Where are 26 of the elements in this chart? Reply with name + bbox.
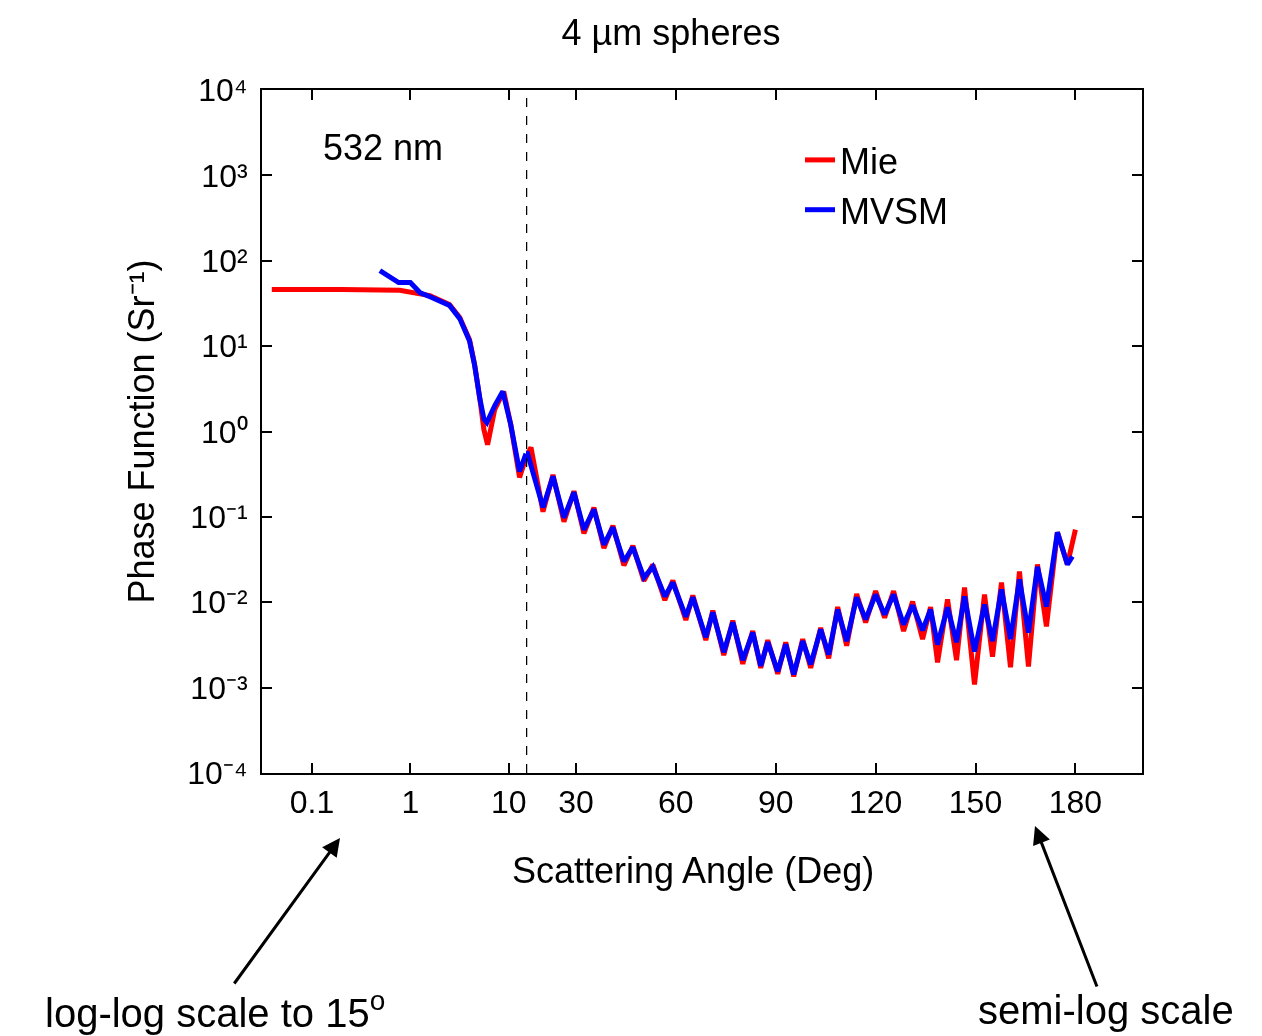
y-tick-label: 10¹ (201, 328, 248, 365)
x-tick-label: 30 (558, 784, 594, 821)
legend-label: Mie (840, 140, 899, 182)
x-tick-label: 120 (848, 784, 903, 821)
y-tick-label: 10² (201, 242, 248, 279)
y-tick-label: 10⁻² (190, 584, 248, 621)
x-tick-label: 180 (1048, 784, 1103, 821)
text: log-log scale to 15$^{o}$ (45, 985, 386, 1035)
x-axis-title: Scattering Angle (Deg) (512, 850, 875, 891)
text: semi-log scale (978, 988, 1234, 1032)
x-tick-label: 0.1 (289, 784, 335, 821)
x-tick-label: 150 (948, 784, 1003, 821)
x-tick-label: 90 (757, 784, 794, 821)
y-tick-label: 10⁻¹ (190, 499, 248, 536)
y-tick-label: 10⁴ (198, 72, 248, 109)
y-tick-label: 10⁻³ (190, 669, 248, 706)
y-tick-label: 10⁻⁴ (187, 755, 248, 792)
annotation: 532 nm (323, 127, 444, 168)
y-tick-label: 10³ (201, 157, 248, 194)
y-tick-label: 10⁰ (201, 413, 248, 450)
y-axis-title: Phase Function (Sr⁻¹) (120, 259, 162, 604)
x-tick-label: 60 (658, 784, 694, 821)
x-tick-label: 1 (401, 784, 420, 821)
chart-title: 4 µm spheres (561, 11, 781, 53)
legend-label: MVSM (840, 190, 948, 232)
x-tick-label: 10 (490, 784, 527, 821)
